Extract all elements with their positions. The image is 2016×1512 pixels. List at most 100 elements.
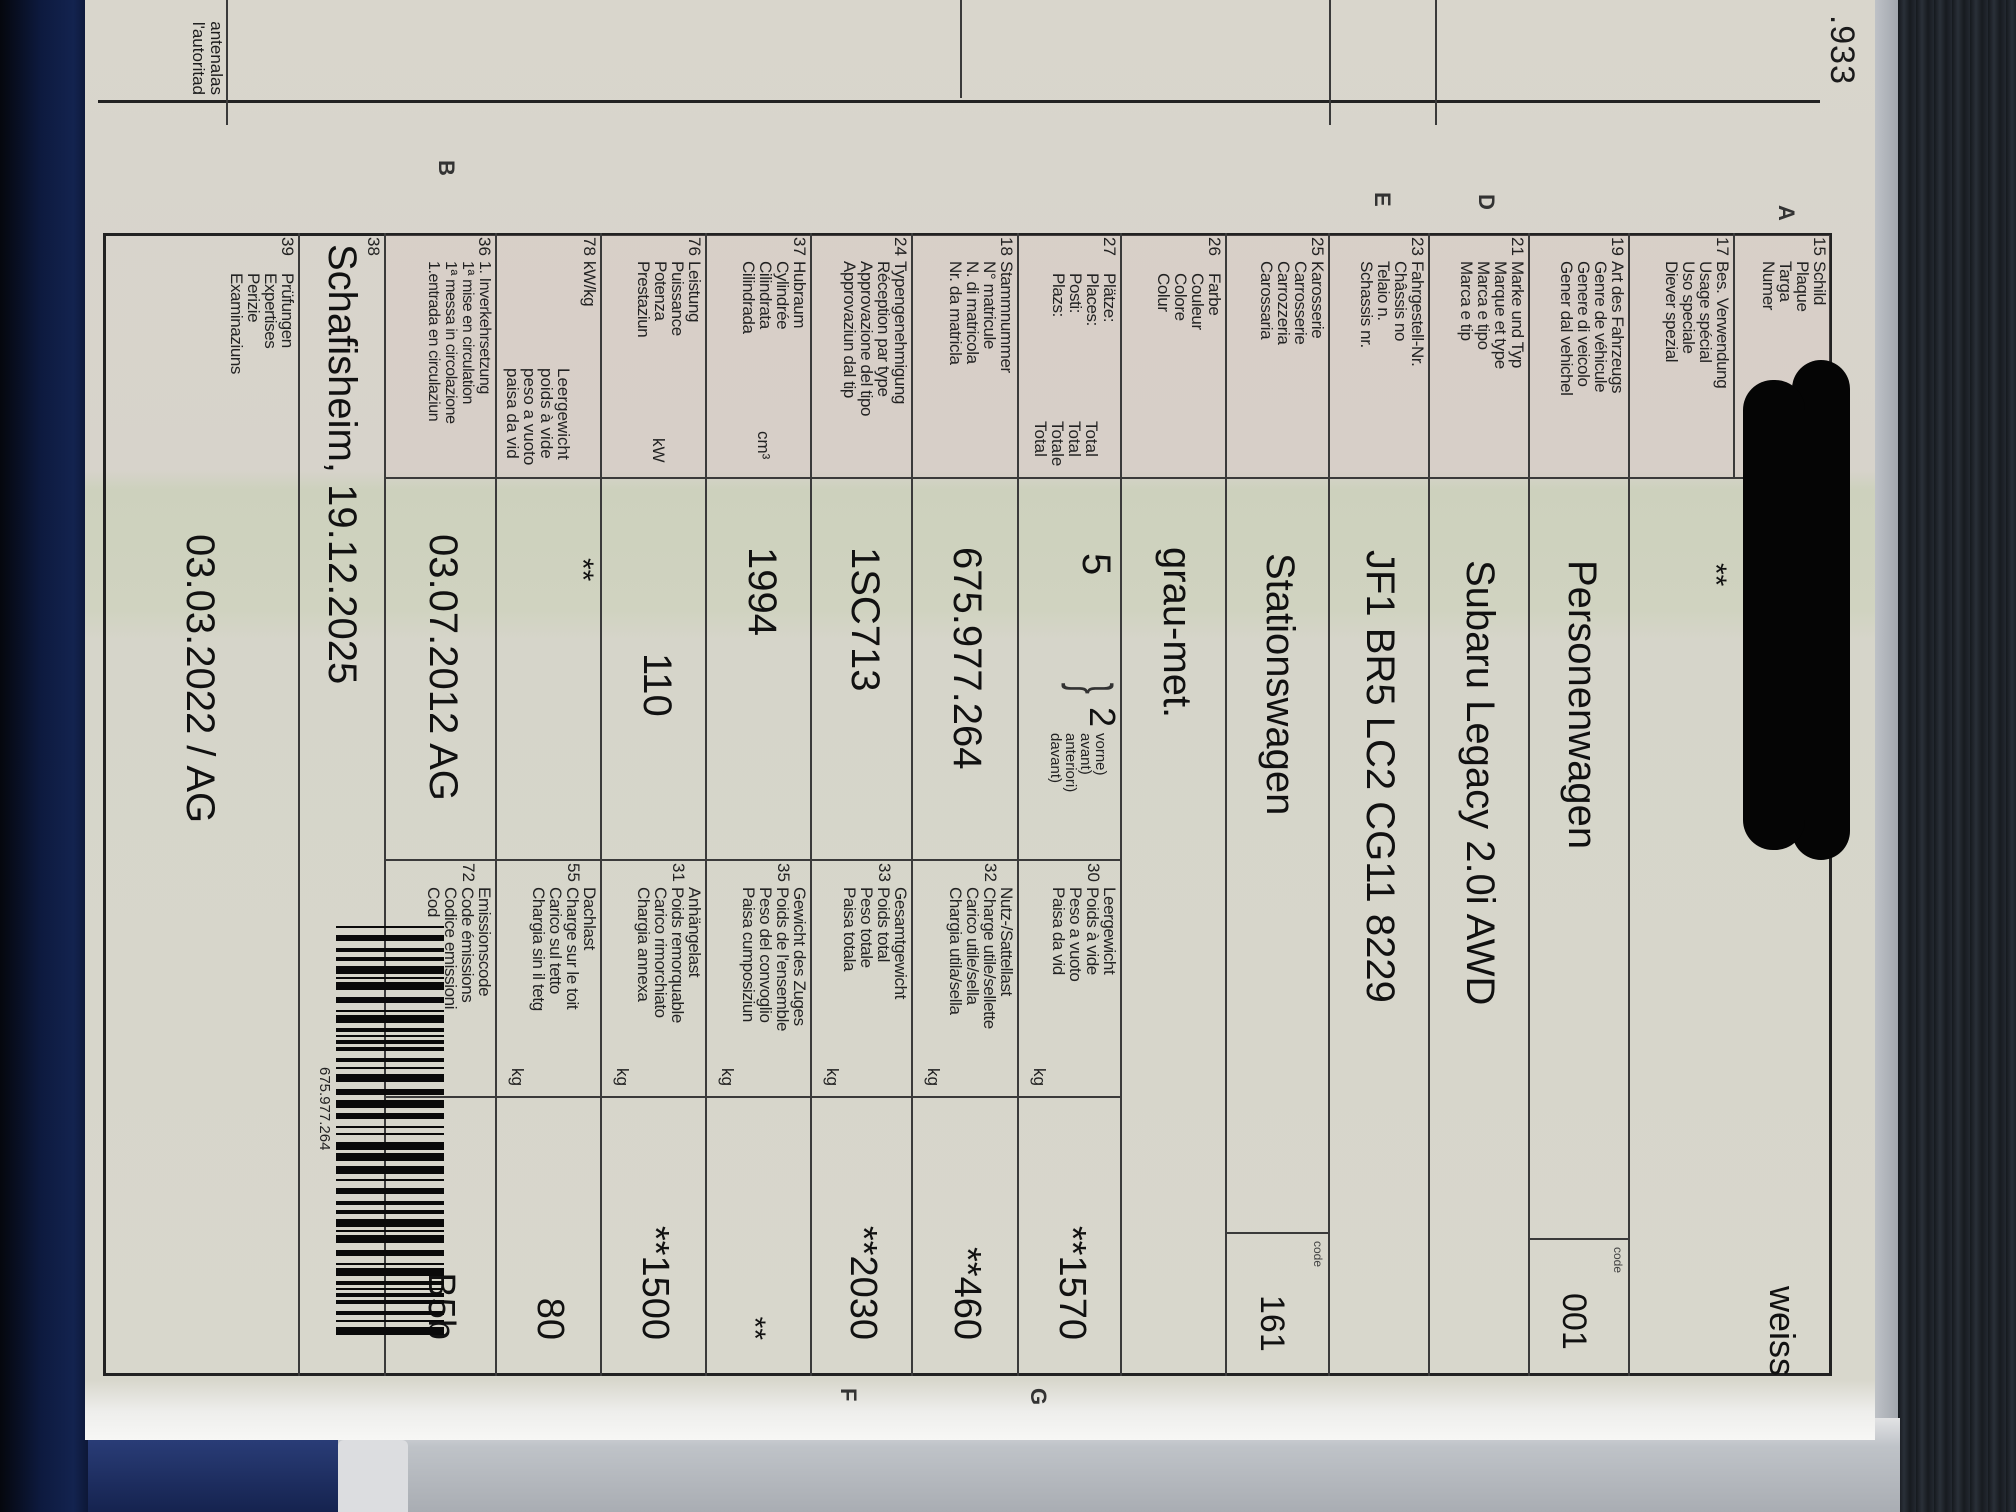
field-number: 39 [278, 237, 297, 256]
field-label: Anhängelast Poids remorquable Carico rim… [634, 887, 704, 1023]
displacement-value: 1994 [740, 547, 784, 636]
gross-weight-value: **2030 [842, 1225, 884, 1340]
barcode-bar [336, 1113, 444, 1119]
bracket-icon: } [1061, 682, 1124, 694]
field-number: 55 [564, 863, 583, 882]
barcode-bar [336, 1067, 444, 1069]
barcode-bar [336, 1263, 444, 1265]
field-number: 78 [580, 237, 599, 256]
field-17-special-use: 17 Bes. Verwendung Usage spécial Uso spe… [1630, 233, 1735, 1376]
field-23-chassis-number: 23 Fahrgestell-Nr. Châssis no Telaio n. … [1330, 233, 1430, 1376]
barcode-bar [336, 1288, 444, 1290]
chassis-number-value: JF1 BR5 LC2 CG11 8229 [1358, 550, 1402, 1003]
field-unit: kg [613, 1068, 632, 1086]
sleeve-tab [338, 1440, 408, 1512]
field-label: Stammnummer N° matricule N. di matricola… [946, 261, 1016, 373]
power-to-weight-value: ** [566, 558, 599, 582]
barcode-bar [336, 1219, 444, 1227]
fragment-line: antenalas [207, 21, 226, 95]
registration-document: antenalas l'autoritad .933 A D E B G F 1… [85, 0, 1875, 1440]
field-label: Art des Fahrzeugs Genre de véhicule Gene… [1557, 261, 1627, 396]
field-number: 18 [997, 237, 1016, 256]
field-number: 36 [475, 237, 494, 256]
field-sublabel: Leergewicht poids à vide peso a vuoto pa… [503, 368, 573, 466]
barcode-bar [336, 1179, 444, 1181]
seats-front-value: 2 [1082, 707, 1123, 728]
field-number: 25 [1308, 237, 1327, 256]
barcode-bar [336, 1210, 444, 1214]
section-letter-d: D [1474, 194, 1499, 210]
field-39-inspections: 39 Prüfungen Expertises Perizie Examinaz… [103, 233, 300, 1376]
field-number: 24 [891, 237, 910, 256]
section-letter-f: F [836, 1388, 861, 1402]
barcode-bar [336, 1142, 444, 1150]
field-21-make-model: 21 Marke und Typ Marque et type Marca e … [1430, 233, 1530, 1376]
field-unit: kg [924, 1068, 943, 1086]
barcode-bar [336, 1153, 444, 1161]
field-number: 38 [364, 237, 383, 256]
field-unit: kW [649, 438, 668, 463]
make-model-value: Subaru Legacy 2.0i AWD [1458, 560, 1502, 1006]
barcode-bar [336, 1040, 444, 1044]
weight-row-33: 33 Gesamtgewicht Poids total Peso totale… [812, 859, 913, 1376]
field-unit: cm³ [754, 431, 773, 460]
barcode-bar [336, 1230, 444, 1232]
power-value: 110 [635, 653, 679, 717]
train-weight-value: ** [738, 1316, 771, 1340]
field-label: Gewicht des Zuges Poids de l'ensemble Pe… [739, 887, 809, 1032]
weight-row-55: 55 Dachlast Charge sur le toit Carico su… [497, 859, 602, 1376]
code-label: code [1311, 1241, 1325, 1268]
field-label: Hubraum Cylindrée Cilindrata Cilindrada [739, 261, 809, 334]
field-number: 37 [790, 237, 809, 256]
weight-row-31: 31 Anhängelast Poids remorquable Carico … [602, 859, 707, 1376]
top-box [98, 0, 1820, 103]
special-use-value: ** [1699, 563, 1732, 587]
barcode-bar [336, 1201, 444, 1205]
barcode-bar [336, 1028, 444, 1032]
barcode-bar [336, 1074, 444, 1082]
field-19-vehicle-type: 19 Art des Fahrzeugs Genre de véhicule G… [1530, 233, 1630, 1376]
seats-total-value: 5 [1074, 553, 1118, 576]
color-value: grau-met. [1155, 547, 1199, 719]
payload-value: **460 [946, 1247, 988, 1340]
field-number: 33 [875, 863, 894, 882]
inspection-value: 03.03.2022 / AG [178, 534, 222, 824]
section-letter-g: G [1026, 1388, 1051, 1406]
body-type-code: 161 [1253, 1295, 1291, 1352]
barcode-bar [336, 1126, 444, 1128]
field-number: 23 [1408, 237, 1427, 256]
vehicle-type-code: 001 [1555, 1293, 1593, 1350]
barcode-bar [336, 1268, 444, 1276]
barcode-bar [336, 1250, 444, 1256]
field-number: 76 [685, 237, 704, 256]
field-number: 15 [1810, 237, 1829, 256]
barcode-bar [336, 982, 444, 990]
field-label: kW/kg [580, 261, 599, 307]
field-unit: kg [508, 1068, 527, 1086]
field-label: Plätze: Places: Posti: Plazs: [1049, 273, 1119, 326]
barcode-bar [336, 977, 444, 979]
field-label: Leistung Puissance Potenza Prestaziun [634, 261, 704, 338]
towing-capacity-value: **1500 [634, 1225, 676, 1340]
section-letter-e: E [1370, 192, 1395, 207]
barcode-number: 675.977.264 [316, 1067, 333, 1151]
field-label: Bes. Verwendung Usage spécial Uso specia… [1662, 261, 1732, 389]
type-approval-value: 1SC713 [843, 547, 887, 692]
binder-cover-bottom [88, 1438, 338, 1512]
empty-weight-value: **1570 [1051, 1225, 1093, 1340]
barcode-bar [336, 1058, 444, 1062]
barcode-bar [336, 1166, 444, 1174]
divider [1435, 0, 1437, 125]
divider [226, 0, 228, 125]
barcode [336, 926, 444, 1344]
code-label: code [1611, 1247, 1625, 1274]
field-label: 1. Inverkehrsetzung 1ª mise en circulati… [425, 261, 493, 424]
seats-front-label: vorne) avant) anteriori) davant) [1047, 733, 1109, 793]
field-number: 26 [1205, 237, 1224, 256]
field-label: Marke und Typ Marque et type Marca e tip… [1457, 261, 1527, 369]
barcode-bar [336, 935, 444, 941]
field-label: Prüfungen Expertises Perizie Examinaziun… [227, 273, 297, 375]
barcode-bar [336, 1010, 444, 1012]
section-letter-a: A [1774, 205, 1799, 221]
field-number: 72 [459, 863, 478, 882]
